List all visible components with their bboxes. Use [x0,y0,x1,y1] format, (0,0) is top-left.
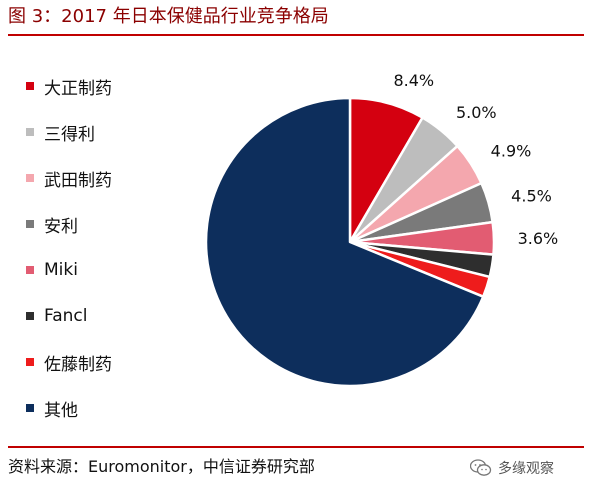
legend-label: Fancl [44,306,88,326]
legend-label: 武田制药 [44,170,112,191]
legend-swatch [26,312,34,320]
wechat-icon [470,459,492,476]
source-rule [8,446,584,448]
legend-item-others: 其他 [26,396,78,421]
legend-swatch [26,358,34,366]
figure-title: 图 3：2017 年日本保健品行业竞争格局 [8,6,329,27]
legend-swatch [26,220,34,228]
legend-swatch [26,82,34,90]
legend-item-sato: 佐藤制药 [26,350,112,375]
chart-legend: 大正制药 三得利 武田制药 安利 Miki Fancl 佐藤制药 其他 [26,68,196,438]
watermark-text: 多缘观察 [498,461,554,477]
legend-swatch [26,128,34,136]
legend-label: 其他 [44,400,78,421]
legend-label: 大正制药 [44,78,112,99]
pie-slice [204,96,485,388]
legend-label: 安利 [44,216,78,237]
legend-label: 三得利 [44,124,95,145]
data-label: 8.4% [393,71,434,90]
legend-item-miki: Miki [26,258,78,282]
legend-label: Miki [44,260,78,280]
legend-label: 佐藤制药 [44,354,112,375]
data-label: 3.6% [518,229,559,248]
legend-item-amway: 安利 [26,212,78,237]
legend-item-fancl: Fancl [26,304,87,328]
legend-swatch [26,266,34,274]
legend-item-suntory: 三得利 [26,120,95,145]
legend-item-takeda: 武田制药 [26,166,112,191]
watermark: 多缘观察 [470,458,554,478]
data-label: 5.0% [456,103,497,122]
title-rule [8,34,584,36]
data-label: 4.9% [491,142,532,161]
data-label: 4.5% [511,187,552,206]
legend-swatch [26,404,34,412]
source-note: 资料来源：Euromonitor，中信证券研究部 [8,457,315,476]
legend-item-taisho: 大正制药 [26,74,112,99]
legend-swatch [26,174,34,182]
